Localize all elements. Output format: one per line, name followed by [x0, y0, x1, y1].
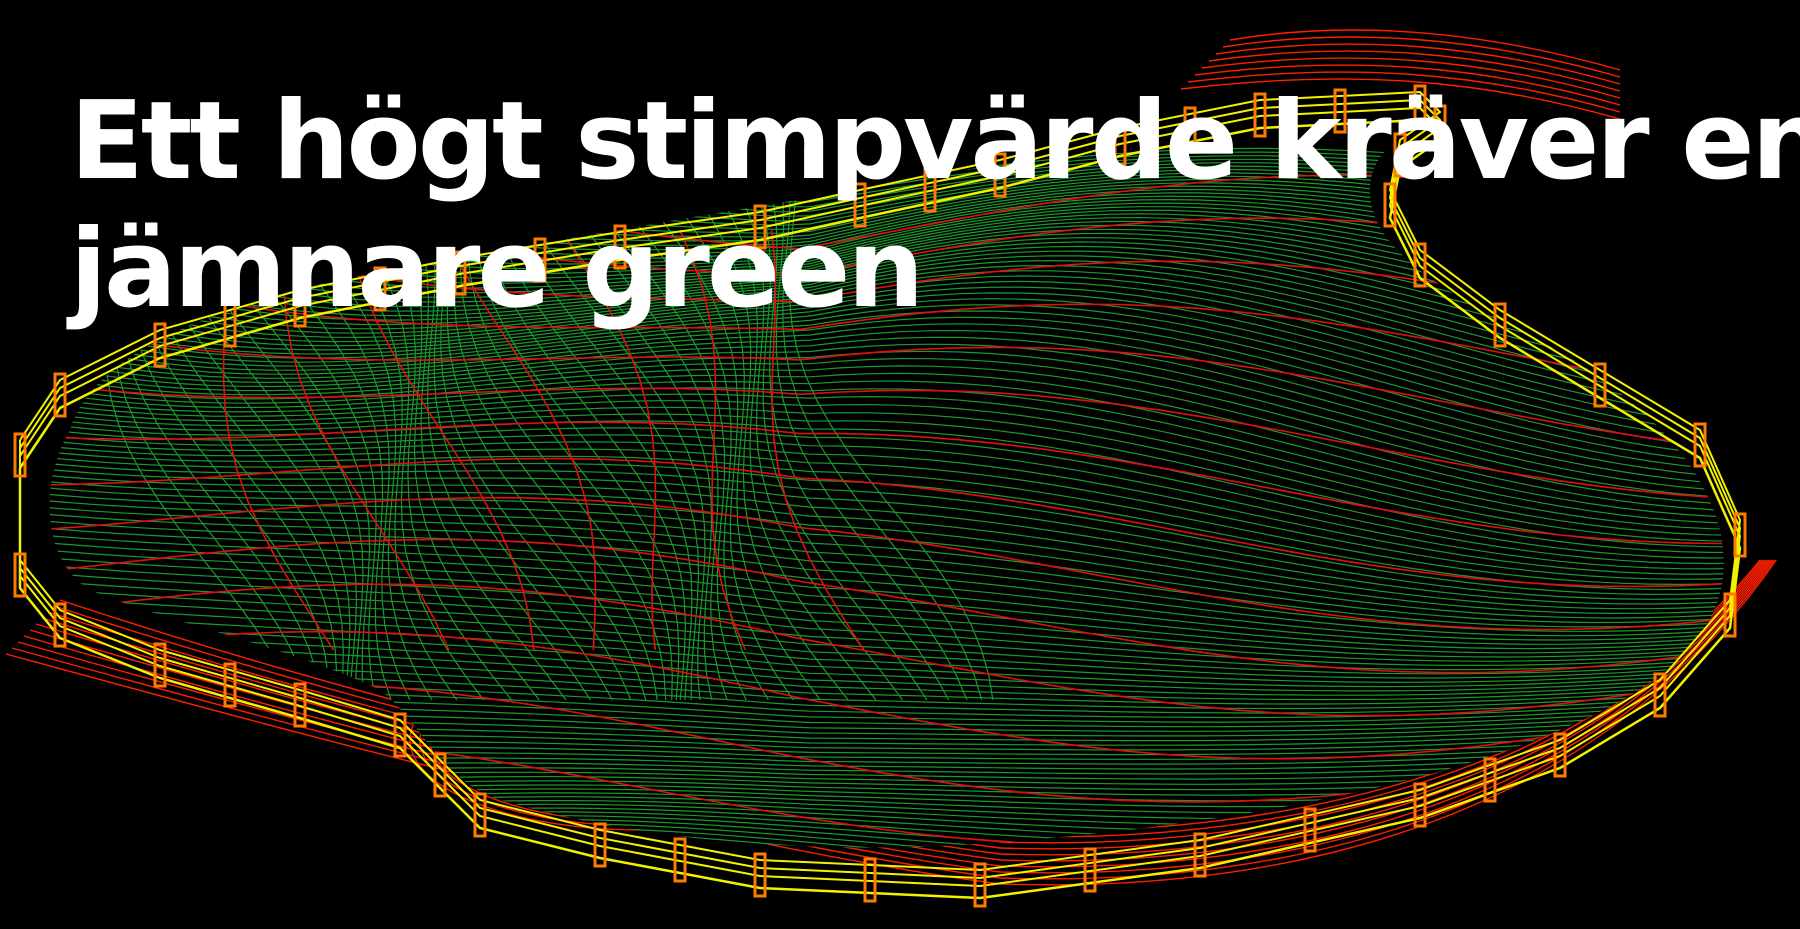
fence-post	[53, 602, 67, 648]
fence-post	[533, 237, 547, 283]
fence-post	[673, 837, 687, 883]
fence-post	[453, 250, 467, 296]
headline-line-1: Ett högt stimpvärde kräver en	[70, 79, 1800, 204]
fence-post	[993, 152, 1007, 198]
fence-post	[1723, 592, 1737, 638]
fence-post	[1553, 732, 1567, 778]
fence-post	[153, 642, 167, 688]
fence-post	[1733, 512, 1747, 558]
fence-post	[1693, 422, 1707, 468]
fence-post	[1383, 182, 1397, 228]
headline: Ett högt stimpvärde kräver en jämnare gr…	[70, 78, 1800, 334]
fence-post	[53, 372, 67, 418]
headline-line-2: jämnare green	[70, 207, 924, 332]
fence-post	[1413, 782, 1427, 828]
fence-post	[1413, 242, 1427, 288]
fence-post	[1413, 84, 1427, 130]
fence-post	[1393, 132, 1407, 178]
fence-post	[753, 204, 767, 250]
fence-post	[373, 266, 387, 312]
fence-post	[593, 822, 607, 868]
fence-post	[1333, 88, 1347, 134]
perimeter-fence	[13, 84, 1747, 908]
fence-post	[613, 224, 627, 270]
fence-post	[1493, 302, 1507, 348]
fence-post	[1483, 757, 1497, 803]
fence-post	[473, 792, 487, 838]
fence-post	[923, 167, 937, 213]
fence-post	[293, 282, 307, 328]
fence-post	[863, 857, 877, 903]
fence-post	[393, 712, 407, 758]
fence-post	[223, 662, 237, 708]
fence-post	[13, 552, 27, 598]
fence-post	[293, 682, 307, 728]
fence-post	[1193, 832, 1207, 878]
fence-post	[1433, 104, 1447, 150]
fence-post	[1083, 847, 1097, 893]
fence-post	[853, 182, 867, 228]
fence-post	[153, 322, 167, 368]
fence-post	[433, 752, 447, 798]
fence-post	[1653, 672, 1667, 718]
fence-post	[753, 852, 767, 898]
fence-post	[223, 302, 237, 348]
fence-post	[13, 432, 27, 478]
fence-post	[1183, 106, 1197, 152]
fence-post	[1593, 362, 1607, 408]
fence-post	[1303, 807, 1317, 853]
fence-post	[1253, 92, 1267, 138]
fence-post	[973, 862, 987, 908]
fence-post	[1113, 120, 1127, 166]
